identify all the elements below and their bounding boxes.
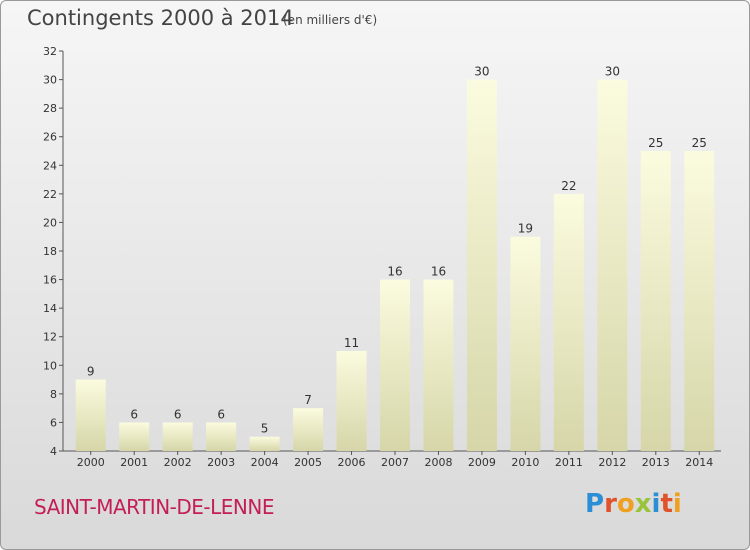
y-tick-label: 10 (43, 359, 57, 372)
y-tick-label: 12 (43, 331, 57, 344)
logo-letter: r (604, 489, 617, 519)
bar-2001 (119, 422, 150, 451)
x-tick-label-2011: 2011 (555, 456, 583, 469)
y-tick-label: 32 (43, 45, 57, 58)
y-tick-label: 4 (50, 445, 57, 458)
x-tick-label-2005: 2005 (294, 456, 322, 469)
data-label-2011: 22 (561, 179, 576, 193)
y-tick-label: 8 (50, 388, 57, 401)
y-tick-label: 20 (43, 216, 57, 229)
data-label-2005: 7 (304, 393, 312, 407)
data-label-2013: 25 (648, 136, 663, 150)
x-tick-label-2009: 2009 (468, 456, 496, 469)
x-tick-label-2002: 2002 (164, 456, 192, 469)
bar-2012 (597, 79, 628, 452)
bar-2005 (293, 408, 324, 451)
proxiti-logo[interactable]: Proxiti (585, 489, 682, 519)
y-tick-label: 22 (43, 188, 57, 201)
data-label-2004: 5 (261, 422, 269, 436)
logo-letter: i (651, 489, 661, 519)
logo-letter: i (672, 489, 682, 519)
data-label-2003: 6 (217, 407, 225, 421)
bar-2004 (249, 436, 280, 451)
bar-2006 (336, 351, 367, 451)
bar-2010 (510, 236, 541, 451)
data-label-2012: 30 (605, 65, 620, 79)
bar-2000 (75, 379, 106, 451)
data-label-2009: 30 (474, 65, 489, 79)
x-tick-label-2006: 2006 (338, 456, 366, 469)
bar-2007 (380, 279, 410, 451)
x-tick-label-2000: 2000 (77, 456, 105, 469)
chart-title: Contingents 2000 à 2014 (27, 6, 294, 30)
x-tick-label-2014: 2014 (685, 456, 713, 469)
y-tick-label: 28 (43, 102, 57, 115)
data-label-2002: 6 (174, 407, 182, 421)
y-tick-label: 26 (43, 131, 57, 144)
y-tick-label: 24 (43, 159, 57, 172)
bar-2008 (423, 279, 454, 451)
x-tick-label-2007: 2007 (381, 456, 409, 469)
data-label-2000: 9 (87, 365, 95, 379)
bar-2013 (640, 151, 671, 451)
bar-2009 (466, 79, 497, 452)
logo-letter: x (634, 489, 652, 519)
data-label-2008: 16 (431, 265, 446, 279)
x-tick-label-2012: 2012 (598, 456, 626, 469)
y-tick-label: 30 (43, 74, 57, 87)
bar-2011 (553, 193, 584, 451)
x-tick-label-2013: 2013 (642, 456, 670, 469)
x-tick-label-2010: 2010 (511, 456, 539, 469)
logo-letter: o (616, 489, 635, 519)
bar-2014 (684, 151, 715, 451)
logo-letter: P (585, 489, 605, 519)
data-label-2006: 11 (344, 336, 359, 350)
logo-letter: t (660, 489, 673, 519)
data-label-2010: 19 (518, 222, 533, 236)
x-tick-label-2003: 2003 (207, 456, 235, 469)
data-label-2001: 6 (130, 407, 138, 421)
x-tick-label-2008: 2008 (424, 456, 452, 469)
data-label-2007: 16 (387, 265, 402, 279)
chart-subtitle: (en milliers d'€) (283, 13, 378, 27)
bar-2003 (206, 422, 237, 451)
bar-2002 (162, 422, 193, 451)
data-label-2014: 25 (692, 136, 707, 150)
x-tick-label-2004: 2004 (251, 456, 279, 469)
x-tick-label-2001: 2001 (120, 456, 148, 469)
y-tick-label: 18 (43, 245, 57, 258)
y-tick-label: 14 (43, 302, 57, 315)
y-tick-label: 6 (50, 416, 57, 429)
y-tick-label: 16 (43, 274, 57, 287)
commune-name: SAINT-MARTIN-DE-LENNE (34, 495, 274, 519)
